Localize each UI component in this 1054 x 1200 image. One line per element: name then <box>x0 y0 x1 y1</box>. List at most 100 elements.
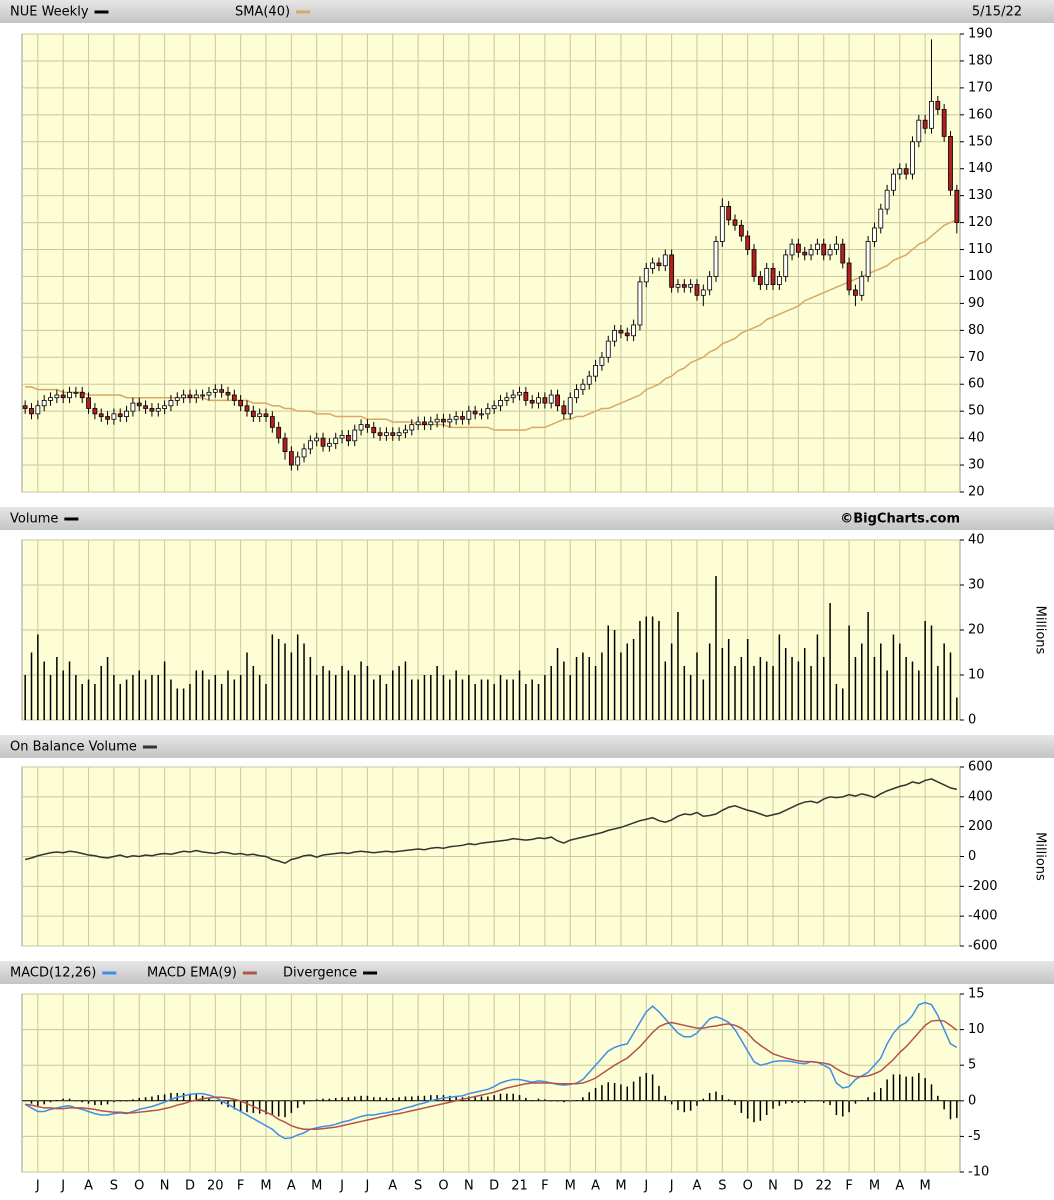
volume-bar <box>943 643 945 720</box>
divergence-bar <box>886 1079 888 1101</box>
candle-body <box>149 408 155 412</box>
candle-body <box>548 394 554 404</box>
x-tick-label: A <box>895 1179 904 1194</box>
y-tick-label: 110 <box>968 242 993 257</box>
volume-bar <box>201 670 204 720</box>
divergence-bar <box>373 1097 375 1101</box>
volume-bar <box>601 652 603 720</box>
volume-bar <box>24 675 26 720</box>
candle-body <box>948 135 953 191</box>
y-tick-label: 130 <box>968 188 993 203</box>
candle-body <box>415 421 421 426</box>
candle-body <box>878 208 884 229</box>
x-tick-label: A <box>591 1179 600 1194</box>
y-tick-label: 150 <box>968 134 993 149</box>
divergence-bar <box>94 1100 96 1106</box>
volume-bar <box>829 603 831 720</box>
x-tick-label: A <box>693 1179 702 1194</box>
candle-body <box>954 189 960 223</box>
volume-bar <box>487 679 489 720</box>
candle-body <box>117 413 123 417</box>
candle-body <box>250 410 256 417</box>
volume-bar <box>144 679 147 720</box>
volume-bar <box>353 675 356 720</box>
volume-bar <box>569 675 571 720</box>
divergence-bar <box>759 1100 762 1121</box>
volume-bar <box>132 675 134 720</box>
volume-bar <box>525 684 527 720</box>
divergence-bar <box>867 1097 869 1101</box>
divergence-bar <box>208 1097 210 1101</box>
candle-body <box>41 399 47 407</box>
volume-bar <box>87 679 90 720</box>
x-tick-label: A <box>287 1179 296 1194</box>
x-tick-label: S <box>718 1179 726 1194</box>
volume-bar <box>816 634 819 720</box>
x-tick-label: N <box>464 1179 474 1194</box>
candle-body <box>865 241 871 277</box>
y-tick-label: 30 <box>968 458 985 473</box>
candle-body <box>941 109 947 137</box>
volume-bar <box>727 639 730 720</box>
volume-bar <box>119 684 121 720</box>
candle-body <box>447 418 453 423</box>
candle-body <box>694 284 700 296</box>
divergence-bar <box>303 1100 305 1105</box>
candle-body <box>212 389 218 393</box>
divergence-bar <box>328 1098 331 1101</box>
volume-bar <box>461 679 464 720</box>
volume-bar <box>43 661 45 720</box>
divergence-bar <box>784 1100 787 1104</box>
candle-body <box>567 397 573 415</box>
volume-bar <box>277 639 280 720</box>
candle-body <box>542 397 548 404</box>
volume-bar <box>778 634 781 720</box>
divergence-bar <box>683 1100 686 1113</box>
candle-body <box>732 219 738 226</box>
x-tick-label: J <box>60 1179 65 1194</box>
divergence-bar <box>949 1100 952 1120</box>
x-tick-label: A <box>388 1179 397 1194</box>
y-tick-label: 50 <box>968 404 985 419</box>
divergence-bar <box>911 1076 914 1101</box>
candle-body <box>840 243 846 264</box>
volume-bar <box>94 684 96 720</box>
divergence-bar <box>797 1100 800 1103</box>
candle-body <box>333 437 339 444</box>
divergence-bar <box>353 1096 356 1101</box>
volume-bar <box>62 670 64 720</box>
y-tick-label: 40 <box>968 431 985 446</box>
y-tick-label: 0 <box>968 1093 976 1108</box>
candle-body <box>713 241 719 277</box>
candle-body <box>193 394 199 399</box>
volume-bar <box>880 643 882 720</box>
volume-bar <box>822 657 825 720</box>
candle-body <box>136 402 142 407</box>
divergence-bar <box>918 1073 920 1101</box>
divergence-bar <box>417 1095 419 1101</box>
volume-bar <box>632 639 635 720</box>
volume-bar <box>575 657 578 720</box>
volume-bar <box>842 688 844 720</box>
volume-bar <box>645 616 648 720</box>
x-tick-label: 20 <box>207 1179 224 1194</box>
divergence-bar <box>189 1093 191 1101</box>
candle-body <box>269 416 275 428</box>
volume-bar <box>176 688 179 720</box>
divergence-bar <box>601 1085 603 1101</box>
divergence-bar <box>677 1100 679 1111</box>
divergence-bar <box>670 1100 673 1105</box>
divergence-bar <box>233 1100 236 1110</box>
volume-bar <box>512 679 514 720</box>
divergence-bar <box>861 1100 863 1101</box>
divergence-bar <box>487 1096 489 1101</box>
candle-body <box>814 243 820 250</box>
volume-bar <box>924 621 926 720</box>
candle-body <box>618 329 624 334</box>
sma-line <box>25 219 958 431</box>
candle-body <box>231 394 237 401</box>
volume-bar <box>848 625 850 720</box>
panel-header <box>0 735 1054 758</box>
volume-bar <box>613 630 616 720</box>
